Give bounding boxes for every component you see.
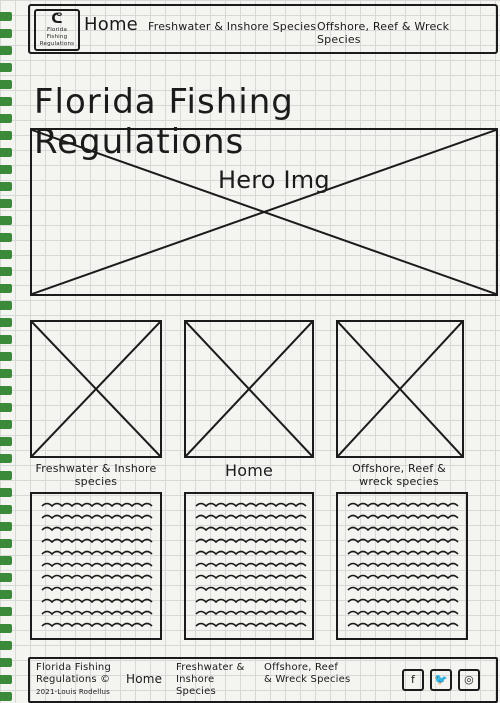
twitter-icon[interactable]: 🐦 xyxy=(430,669,452,691)
nav-home[interactable]: Home xyxy=(84,14,138,35)
placeholder-cross-icon xyxy=(32,130,496,294)
text-placeholder-lines xyxy=(195,502,307,628)
hero-image-placeholder: Hero Img xyxy=(30,128,498,296)
card-text-offshore xyxy=(336,492,468,640)
site-footer: Florida Fishing Regulations © 2021-Louis… xyxy=(28,657,498,703)
footer-brand-line1: Florida Fishing xyxy=(36,662,112,673)
hero-label: Hero Img xyxy=(218,166,330,194)
card-label-home[interactable]: Home xyxy=(224,461,274,480)
footer-nav-offshore[interactable]: Offshore, Reef & Wreck Species xyxy=(264,662,350,686)
footer-brand-line2: Regulations © xyxy=(36,674,111,685)
footer-brand: Florida Fishing Regulations © 2021-Louis… xyxy=(36,662,111,698)
card-image-freshwater[interactable] xyxy=(30,320,162,458)
nav-freshwater-inshore[interactable]: Freshwater & Inshore Species xyxy=(148,20,317,33)
footer-nav-offshore-line1: Offshore, Reef xyxy=(264,662,339,673)
card-label-offshore[interactable]: Offshore, Reef & wreck species xyxy=(352,462,446,488)
site-logo[interactable]: ᕦ Florida Fishing Regulations xyxy=(34,9,80,51)
footer-nav-freshwater[interactable]: Freshwater & Inshore Species xyxy=(176,662,244,698)
notebook-binding xyxy=(0,0,14,701)
card-text-freshwater xyxy=(30,492,162,640)
facebook-icon[interactable]: f xyxy=(402,669,424,691)
placeholder-cross-icon xyxy=(32,322,160,456)
card-image-home[interactable] xyxy=(184,320,314,458)
logo-text-line1: Florida Fishing xyxy=(46,27,68,40)
card-image-offshore[interactable] xyxy=(336,320,464,458)
footer-nav-freshwater-line1: Freshwater & xyxy=(176,662,245,673)
footer-copyright: 2021-Louis Rodellus xyxy=(36,688,111,696)
card-label-freshwater[interactable]: Freshwater & Inshore species xyxy=(35,462,157,488)
text-placeholder-lines xyxy=(41,502,153,628)
footer-nav-offshore-line2: & Wreck Species xyxy=(264,674,351,685)
placeholder-cross-icon xyxy=(186,322,312,456)
card-text-home xyxy=(184,492,314,640)
text-placeholder-lines xyxy=(347,502,459,628)
fish-logo-icon: ᕦ xyxy=(51,11,63,27)
footer-nav-home[interactable]: Home xyxy=(126,672,163,686)
nav-offshore-reef-wreck[interactable]: Offshore, Reef & Wreck Species xyxy=(317,20,450,46)
site-header: ᕦ Florida Fishing Regulations Home Fresh… xyxy=(28,4,498,54)
placeholder-cross-icon xyxy=(338,322,462,456)
instagram-icon[interactable]: ◎ xyxy=(458,669,480,691)
logo-text-line2: Regulations xyxy=(39,41,75,47)
footer-nav-freshwater-line3: Species xyxy=(176,686,216,697)
footer-nav-freshwater-line2: Inshore xyxy=(176,674,215,685)
